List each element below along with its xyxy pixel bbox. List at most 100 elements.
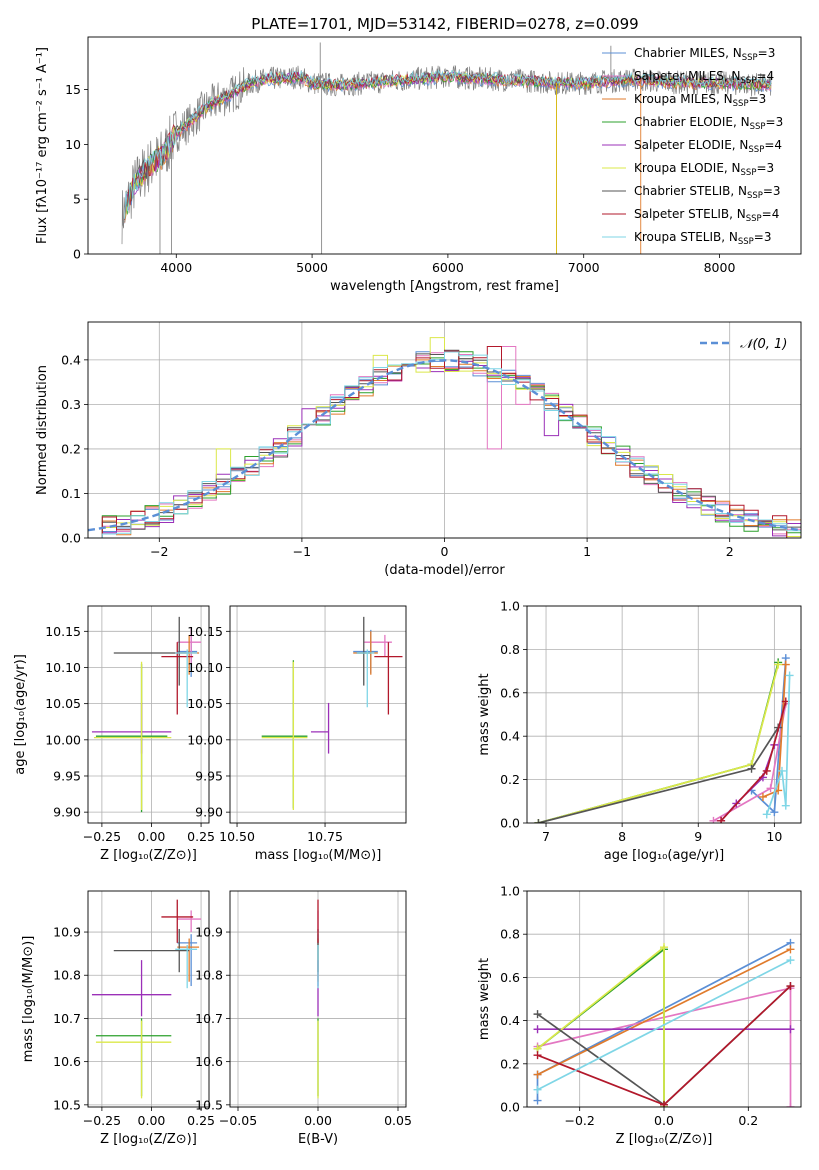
errorbar-kroupa-elodie: [261, 661, 308, 810]
plot-area-age-vs-z: [91, 616, 202, 813]
x-axis-label: mass [log₁₀(M/M⊙)]: [255, 848, 382, 863]
weight-marker: [786, 982, 795, 991]
y-tick-label: 0.3: [61, 397, 81, 412]
y-tick-label: 9.90: [195, 805, 223, 820]
x-tick-label: 2: [726, 544, 734, 559]
y-axis-label: age [log₁₀(age/yr)]: [13, 654, 28, 775]
errorbar-salpeter-stelib: [161, 642, 194, 715]
weight-marker: [660, 943, 668, 952]
weight-marker: [747, 764, 756, 773]
weight-marker: [786, 1103, 795, 1107]
x-tick-label: 10.75: [307, 829, 343, 844]
legend-label: Kroupa MILES, NSSP=3: [634, 92, 766, 109]
y-tick-label: 10.00: [187, 732, 223, 747]
weight-marker: [786, 956, 795, 965]
y-tick-label: 0.4: [61, 352, 81, 367]
x-axis-label: Z [log₁₀(Z/Z⊙)]: [616, 1132, 713, 1147]
weight-marker: [533, 1096, 542, 1105]
plot-area-spectrum: [121, 42, 772, 254]
weight-marker: [534, 819, 543, 823]
axes-frame: [229, 605, 407, 824]
y-tick-label: 10.05: [187, 696, 223, 711]
legend-label: Chabrier ELODIE, NSSP=3: [634, 115, 783, 132]
y-tick-label: 0: [73, 247, 81, 262]
errorbar-kroupa-elodie: [95, 1020, 172, 1099]
y-tick-label: 0.8: [500, 927, 520, 942]
weight-marker: [533, 1025, 542, 1034]
weight-line-kroupa-stelib: [533, 956, 795, 1094]
y-tick-label: 0.0: [61, 531, 81, 546]
errorbar-salpeter-elodie: [91, 960, 172, 1017]
weight-line-path: [538, 664, 780, 823]
y-tick-label: 10.8: [195, 968, 223, 983]
panel-age-vs-mass: 10.50 10.75 9.90 9.95 10.00 10.05 10.10 10.15 ma…: [187, 605, 407, 863]
errorbar-chabrier-elodie: [95, 1018, 172, 1097]
x-tick-label: −1: [293, 544, 311, 559]
weight-marker: [758, 792, 767, 801]
errorbar-kroupa-stelib: [175, 945, 198, 989]
y-axis-label: Flux [fλ10⁻¹⁷ erg cm⁻² s⁻¹ A⁻¹]: [35, 47, 50, 244]
weight-marker: [533, 1010, 542, 1019]
errorbar-chabrier-elodie: [261, 660, 308, 809]
legend-label: Chabrier STELIB, NSSP=3: [634, 184, 781, 201]
y-tick-label: 10.5: [195, 1097, 223, 1112]
y-tick-label: 10.15: [187, 624, 223, 639]
y-tick-label: 1.0: [500, 884, 520, 899]
errorbar-chabrier-miles: [177, 934, 198, 987]
x-tick-label: 4000: [160, 260, 192, 275]
x-tick-label: 0: [441, 544, 449, 559]
weight-line-salpeter-stelib: [717, 697, 790, 823]
y-tick-label: 0.4: [500, 1013, 520, 1028]
grid-mass-vs-z: [88, 891, 209, 1107]
errorbar-kroupa-stelib: [356, 649, 375, 708]
x-axis-label: Z [log₁₀(Z/Z⊙)]: [100, 848, 197, 863]
weight-marker: [786, 1025, 795, 1034]
normal-reference-curve: [88, 359, 801, 532]
panel-mass-vs-ebv: −0.05 0.00 0.05 10.5 10.6 10.7 10.8 10.9 E(B-V): [195, 890, 412, 1147]
weight-line-kroupa-stelib: [762, 671, 794, 819]
errorbar-chabrier-stelib: [113, 929, 190, 973]
y-tick-label: 5: [73, 192, 81, 207]
errorbar-salpeter-stelib: [374, 642, 403, 715]
y-tick-label: 10.9: [195, 925, 223, 940]
y-tick-label: 0.8: [500, 642, 520, 657]
x-tick-label: 5000: [296, 260, 328, 275]
grid-age-vs-mass: [230, 606, 406, 823]
legend-label: Salpeter STELIB, NSSP=4: [634, 207, 779, 224]
x-tick-label: 7000: [568, 260, 600, 275]
weight-line-chabrier-elodie: [533, 945, 668, 1107]
axes-frame: [526, 890, 802, 1108]
x-tick-label: 0.25: [187, 829, 215, 844]
x-tick-label: −0.25: [83, 829, 121, 844]
x-tick-label: 0.05: [384, 1113, 412, 1128]
panel-residuals: −2 −1 0 1 2 0.0 0.1 0.2 0.3 0.4 (data-model)/error…: [35, 321, 802, 578]
y-tick-label: 0.2: [500, 1056, 520, 1071]
errorbar-salpeter-elodie: [91, 702, 172, 754]
y-tick-label: 0.6: [500, 685, 520, 700]
axes-frame: [87, 36, 802, 255]
y-tick-label: 10.10: [45, 660, 81, 675]
y-tick-label: 10.7: [53, 1011, 81, 1026]
y-tick-label: 10: [65, 137, 81, 152]
panel-spectrum: 4000 5000 6000 7000 8000 0 5 10 15 wavelength [An…: [35, 36, 802, 294]
y-tick-label: 0.6: [500, 970, 520, 985]
weight-marker: [777, 766, 786, 775]
weight-marker: [781, 660, 790, 669]
axes-frame: [87, 605, 210, 824]
legend-label: Kroupa STELIB, NSSP=3: [634, 230, 772, 247]
plot-area-weight-vs-age: [534, 654, 794, 823]
y-tick-label: 0.2: [61, 441, 81, 456]
y-tick-label: 10.10: [187, 660, 223, 675]
weight-marker: [533, 1070, 542, 1079]
weight-line-salpeter-stelib: [533, 982, 795, 1107]
errorbar-kroupa-miles: [177, 938, 200, 982]
legend-label: 𝒩(0, 1): [740, 337, 787, 352]
x-axis-label: E(B-V): [298, 1132, 338, 1147]
plot-area-residuals: [88, 337, 801, 538]
y-tick-label: 9.95: [195, 768, 223, 783]
x-tick-label: 6000: [432, 260, 464, 275]
x-tick-label: 0.00: [304, 1113, 332, 1128]
x-tick-label: −2: [150, 544, 168, 559]
weight-marker: [785, 671, 794, 680]
